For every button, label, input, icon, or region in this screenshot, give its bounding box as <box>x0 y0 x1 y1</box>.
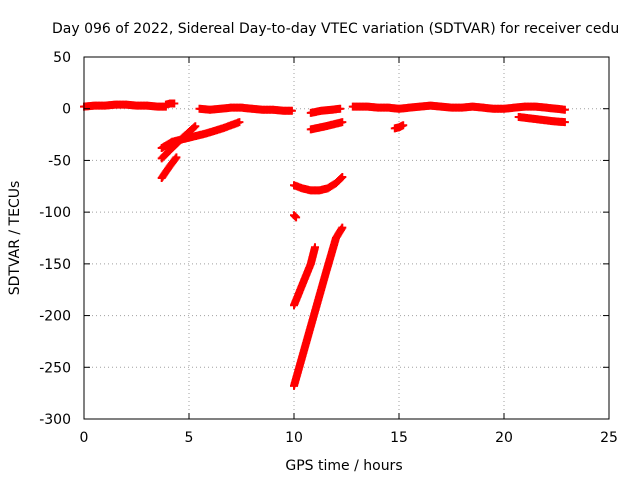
data-segment <box>290 243 319 310</box>
data-point <box>399 121 408 130</box>
grid <box>84 57 609 419</box>
data-segment <box>195 103 296 115</box>
data-point <box>560 105 569 114</box>
data-segment <box>514 112 569 127</box>
x-tick-label: 20 <box>495 430 513 446</box>
x-tick-label: 15 <box>390 430 408 446</box>
y-tick-label: -200 <box>39 309 71 325</box>
data-points <box>80 99 569 390</box>
data-segment <box>306 118 347 134</box>
axis-ticks: 0 5 10 15 20 25 50 0 -50 -100 -150 -200 -250 -300 <box>39 50 618 446</box>
y-tick-label: -100 <box>39 205 71 221</box>
data-segment <box>348 101 569 114</box>
y-tick-label: -250 <box>39 360 71 376</box>
data-point <box>338 118 347 127</box>
y-tick-label: -150 <box>39 257 71 273</box>
chart-title: Day 096 of 2022, Sidereal Day-to-day VTE… <box>52 21 619 37</box>
data-segment <box>390 121 408 133</box>
x-tick-label: 0 <box>80 430 89 446</box>
data-point <box>336 104 345 113</box>
plot-frame <box>83 56 610 420</box>
data-point <box>191 122 200 131</box>
data-point <box>338 223 347 232</box>
y-tick-label: 0 <box>62 102 71 118</box>
y-tick-label: -50 <box>48 153 71 169</box>
data-point <box>560 118 569 127</box>
data-segment <box>157 122 200 163</box>
data-segment <box>161 99 179 109</box>
data-point <box>172 153 181 162</box>
y-tick-label: 50 <box>53 50 71 66</box>
x-tick-label: 25 <box>600 430 618 446</box>
data-point <box>287 106 296 115</box>
data-point <box>338 172 347 181</box>
data-segment <box>290 211 301 222</box>
data-segment <box>290 172 347 195</box>
data-point <box>292 213 301 222</box>
x-tick-label: 10 <box>285 430 303 446</box>
data-point <box>311 243 319 252</box>
x-axis-title: GPS time / hours <box>285 458 402 474</box>
data-segment <box>157 153 181 183</box>
y-axis-title: SDTVAR / TECUs <box>7 181 23 296</box>
data-segment <box>290 223 347 390</box>
data-point <box>235 118 244 127</box>
x-tick-label: 5 <box>185 430 194 446</box>
y-tick-label: -300 <box>39 412 71 428</box>
data-point <box>337 174 346 183</box>
data-segment <box>306 104 345 117</box>
data-point <box>170 99 179 108</box>
data-point <box>291 212 300 221</box>
